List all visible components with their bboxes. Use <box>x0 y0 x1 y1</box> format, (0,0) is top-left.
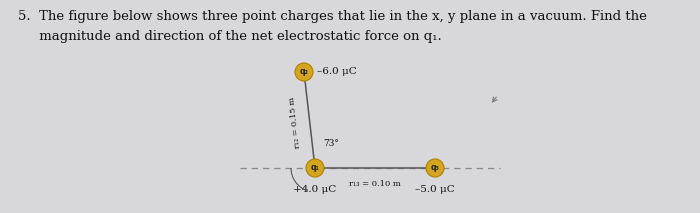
Circle shape <box>306 159 324 177</box>
Text: q₃: q₃ <box>430 164 440 173</box>
Text: q₂: q₂ <box>300 68 309 76</box>
Text: 5.  The figure below shows three point charges that lie in the x, y plane in a v: 5. The figure below shows three point ch… <box>18 10 647 23</box>
Circle shape <box>295 63 313 81</box>
Text: –5.0 μC: –5.0 μC <box>415 185 455 194</box>
Text: magnitude and direction of the net electrostatic force on q₁.: magnitude and direction of the net elect… <box>18 30 442 43</box>
Text: q₁: q₁ <box>311 164 319 173</box>
Text: r₁₂ = 0.15 m: r₁₂ = 0.15 m <box>288 96 302 148</box>
Text: r₁₃ = 0.10 m: r₁₃ = 0.10 m <box>349 180 401 188</box>
Text: –6.0 μC: –6.0 μC <box>317 68 357 76</box>
Text: 73°: 73° <box>323 139 339 148</box>
Circle shape <box>426 159 444 177</box>
Text: +4.0 μC: +4.0 μC <box>293 185 337 194</box>
